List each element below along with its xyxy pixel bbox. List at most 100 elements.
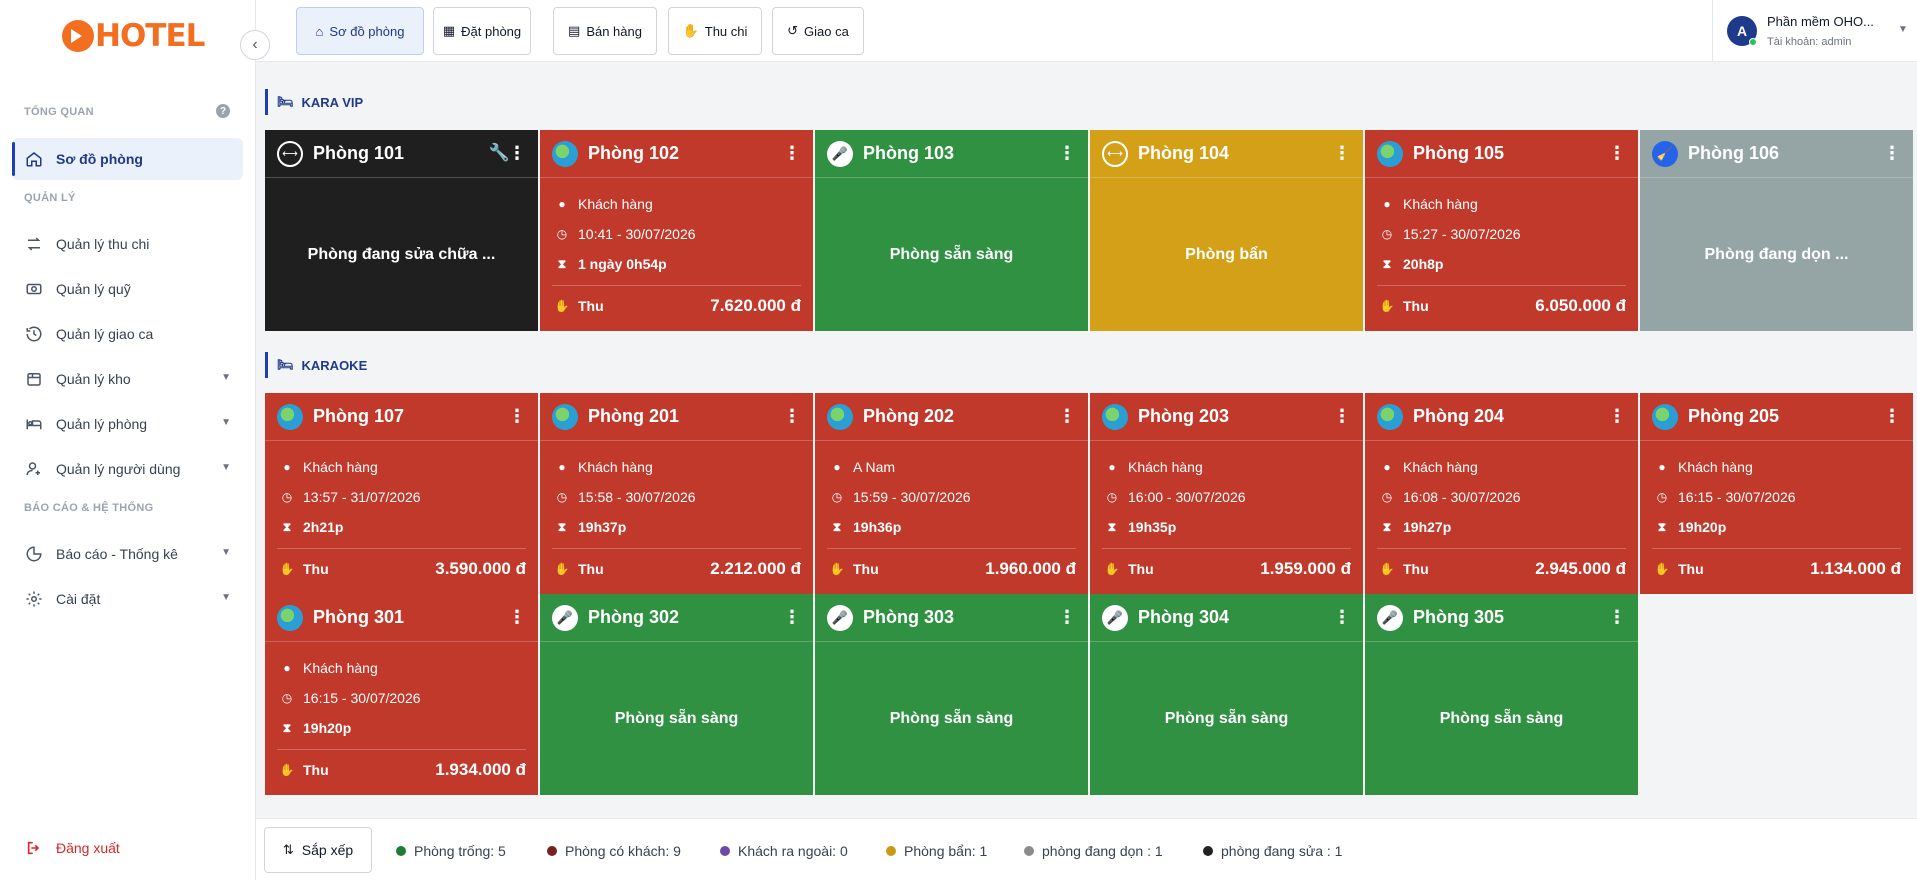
sidebar-item-income-expense[interactable]: Quản lý thu chi: [12, 223, 243, 265]
room-status-message: Phòng sẵn sàng: [889, 709, 1014, 727]
hand-money-icon: ✋: [1379, 562, 1395, 576]
more-options-icon[interactable]: ⋮: [1608, 406, 1626, 426]
more-options-icon[interactable]: ⋮: [783, 143, 801, 163]
clock-icon: ◷: [281, 490, 293, 504]
tab-income-expense[interactable]: ✋ Thu chi: [668, 7, 762, 55]
room-card-header: Phòng 301 ⋮: [265, 594, 538, 642]
sidebar-item-users[interactable]: Quản lý người dùng ▼: [12, 448, 243, 490]
logout-label: Đăng xuất: [56, 840, 120, 856]
room-name: Phòng 107: [313, 406, 405, 426]
user-icon: ●: [1383, 197, 1391, 211]
more-options-icon[interactable]: ⋮: [1058, 607, 1076, 627]
room-card[interactable]: Phòng 204 ⋮ ● Khách hàng ◷ 16:08 - 30/07/2…: [1365, 393, 1638, 594]
guest-name: Khách hàng: [303, 459, 378, 475]
room-card[interactable]: Phòng 205 ⋮ ● Khách hàng ◷ 16:15 - 30/07/2…: [1640, 393, 1913, 594]
help-icon[interactable]: ?: [216, 104, 230, 118]
room-card-header: Phòng 102 ⋮: [540, 130, 813, 178]
more-options-icon[interactable]: ⋮: [783, 406, 801, 426]
room-card[interactable]: 🎤 Phòng 305 ⋮ Phòng sẵn sàng: [1365, 594, 1638, 795]
divider: [827, 548, 1076, 549]
room-card[interactable]: Phòng 107 ⋮ ● Khách hàng ◷ 13:57 - 31/07/2…: [265, 393, 538, 594]
revenue-label: ✋ Thu: [1104, 561, 1154, 577]
more-options-icon[interactable]: ⋮: [1883, 143, 1901, 163]
wrench-icon[interactable]: 🔧: [488, 143, 510, 162]
revenue-amount: 6.050.000 đ: [1535, 296, 1626, 315]
room-status-message: Phòng đang sửa chữa ...: [307, 245, 496, 263]
room-card[interactable]: ⟷ Phòng 101 🔧 ⋮ Phòng đang sửa chữa ...: [265, 130, 538, 331]
duration: 19h37p: [578, 519, 627, 535]
room-name: Phòng 205: [1688, 406, 1780, 426]
sidebar-item-reports[interactable]: Báo cáo - Thống kê ▼: [12, 533, 243, 575]
chevron-left-icon: ‹: [252, 36, 258, 53]
top-toolbar: ⌂ Sơ đồ phòng ▦ Đặt phòng ▤ Bán hàng ✋ Thu c…: [256, 0, 1917, 62]
sidebar-item-warehouse[interactable]: Quản lý kho ▼: [12, 358, 243, 400]
sidebar-item-shift[interactable]: Quản lý giao ca: [12, 313, 243, 355]
room-name: Phòng 105: [1413, 143, 1505, 163]
bed-icon: 🛏: [277, 94, 294, 109]
room-name: Phòng 106: [1688, 143, 1780, 163]
room-card[interactable]: 🎤 Phòng 302 ⋮ Phòng sẵn sàng: [540, 594, 813, 795]
room-card[interactable]: 🎤 Phòng 304 ⋮ Phòng sẵn sàng: [1090, 594, 1363, 795]
tab-shift-handover[interactable]: ↺ Giao ca: [772, 7, 864, 55]
guest-line: ● Khách hàng: [554, 459, 652, 475]
revenue-label: ✋ Thu: [554, 298, 604, 314]
user-account: Tài khoản: admin: [1767, 36, 1852, 48]
fund-icon: [24, 279, 44, 299]
more-options-icon[interactable]: ⋮: [1058, 406, 1076, 426]
tab-sales[interactable]: ▤ Bán hàng: [553, 7, 657, 55]
tab-room-map[interactable]: ⌂ Sơ đồ phòng: [296, 7, 424, 55]
clock-icon: ◷: [556, 227, 568, 241]
brand-logo[interactable]: HOTEL: [62, 18, 205, 54]
more-options-icon[interactable]: ⋮: [1883, 406, 1901, 426]
more-options-icon[interactable]: ⋮: [508, 406, 526, 426]
revenue-label: ✋ Thu: [554, 561, 604, 577]
room-card[interactable]: Phòng 102 ⋮ ● Khách hàng ◷ 10:41 - 30/07/2…: [540, 130, 813, 331]
more-options-icon[interactable]: ⋮: [508, 607, 526, 627]
hand-money-icon: ✋: [1104, 562, 1120, 576]
more-options-icon[interactable]: ⋮: [508, 143, 526, 163]
logout-button[interactable]: Đăng xuất: [24, 838, 120, 858]
divider: [1652, 548, 1901, 549]
more-options-icon[interactable]: ⋮: [1333, 143, 1351, 163]
room-card[interactable]: Phòng 201 ⋮ ● Khách hàng ◷ 15:58 - 30/07/2…: [540, 393, 813, 594]
room-card-header: 🎤 Phòng 103 ⋮: [815, 130, 1088, 178]
broom-icon: 🧹: [1652, 140, 1678, 167]
more-options-icon[interactable]: ⋮: [1058, 143, 1076, 163]
legend-item-cleaning: phòng đang dọn : 1: [1024, 843, 1163, 859]
room-name: Phòng 104: [1138, 143, 1230, 163]
room-card[interactable]: Phòng 105 ⋮ ● Khách hàng ◷ 15:27 - 30/07/2…: [1365, 130, 1638, 331]
microphone-icon: 🎤: [827, 604, 853, 631]
sort-button[interactable]: ⇅ Sắp xếp: [264, 827, 372, 873]
more-options-icon[interactable]: ⋮: [1333, 406, 1351, 426]
hourglass-icon: ⧗: [832, 519, 842, 534]
room-card[interactable]: Phòng 202 ⋮ ● A Nam ◷ 15:59 - 30/07/2026 ⧗…: [815, 393, 1088, 594]
sidebar-item-fund[interactable]: Quản lý quỹ: [12, 268, 243, 310]
more-options-icon[interactable]: ⋮: [1333, 607, 1351, 627]
pie-chart-icon: [24, 544, 44, 564]
room-card-header: Phòng 205 ⋮: [1640, 393, 1913, 441]
legend-label: Phòng bẩn: 1: [904, 843, 988, 859]
room-card[interactable]: 🎤 Phòng 103 ⋮ Phòng sẵn sàng: [815, 130, 1088, 331]
revenue-amount: 2.212.000 đ: [710, 559, 801, 578]
more-options-icon[interactable]: ⋮: [783, 607, 801, 627]
duration-line: ⧗ 1 ngày 0h54p: [554, 256, 667, 272]
room-card[interactable]: 🎤 Phòng 303 ⋮ Phòng sẵn sàng: [815, 594, 1088, 795]
thu-text: Thu: [1403, 561, 1429, 577]
more-options-icon[interactable]: ⋮: [1608, 607, 1626, 627]
room-card[interactable]: 🧹 Phòng 106 ⋮ Phòng đang dọn ...: [1640, 130, 1913, 331]
room-card[interactable]: ⟷ Phòng 104 ⋮ Phòng bẩn: [1090, 130, 1363, 331]
user-menu[interactable]: A Phần mềm OHO... Tài khoản: admin ▼: [1712, 0, 1917, 62]
collapse-sidebar-button[interactable]: ‹: [240, 30, 270, 60]
thu-text: Thu: [1128, 561, 1154, 577]
thu-text: Thu: [1403, 298, 1429, 314]
sidebar-item-settings[interactable]: Cài đặt ▼: [12, 578, 243, 620]
room-card[interactable]: Phòng 301 ⋮ ● Khách hàng ◷ 16:15 - 30/07/2…: [265, 594, 538, 795]
sidebar-item-room-map[interactable]: Sơ đồ phòng: [12, 138, 243, 180]
checkin-time: 16:15 - 30/07/2026: [303, 690, 421, 706]
sidebar-item-rooms[interactable]: Quản lý phòng ▼: [12, 403, 243, 445]
checkin-time: 15:59 - 30/07/2026: [853, 489, 971, 505]
globe-icon: [552, 403, 578, 430]
tab-booking[interactable]: ▦ Đặt phòng: [433, 7, 531, 55]
room-card[interactable]: Phòng 203 ⋮ ● Khách hàng ◷ 16:00 - 30/07/2…: [1090, 393, 1363, 594]
more-options-icon[interactable]: ⋮: [1608, 143, 1626, 163]
